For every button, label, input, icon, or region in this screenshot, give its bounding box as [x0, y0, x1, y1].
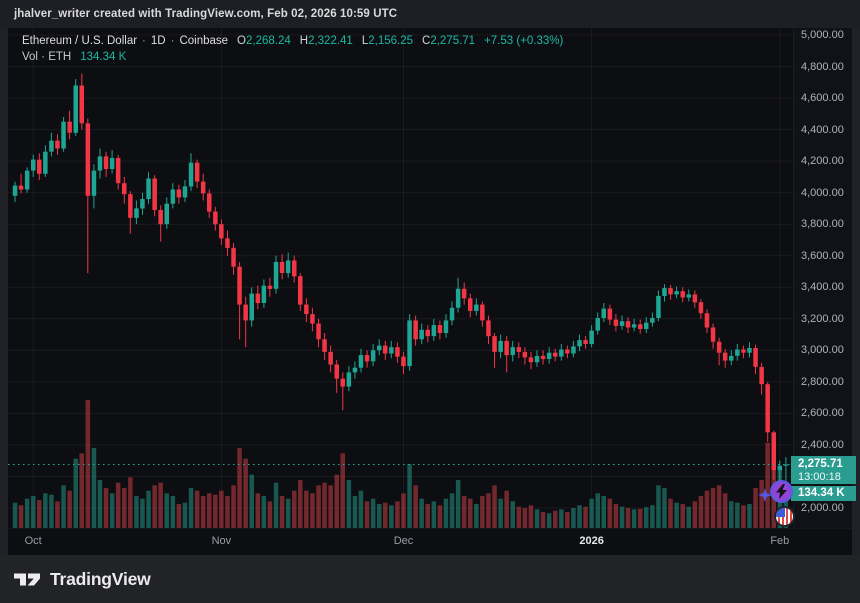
price-tick-label: 2,800.00 [801, 375, 844, 388]
price-tick-label: 2,000.00 [801, 502, 844, 514]
interval-label: 1D [150, 35, 166, 47]
price-tick-label: 5,000.00 [801, 29, 844, 41]
last-price-badge: 2,275.71 13:00:18 [791, 455, 856, 484]
symbol-title: Ethereum / U.S. Dollar [22, 35, 138, 47]
ohlc-low: L2,156.25 [361, 35, 413, 47]
time-tick-label: Dec [393, 535, 414, 547]
price-axis[interactable]: 2,275.71 13:00:18 134.34 K 5,000.00 4,800… [791, 28, 856, 528]
candlestick-chart[interactable] [8, 28, 793, 528]
chart-panel: Ethereum / U.S. Dollar · 1D · Coinbase O… [8, 28, 856, 555]
volume-study-label: Vol · ETH [22, 51, 72, 63]
bar-countdown: 13:00:18 [798, 470, 841, 483]
lightning-sticker-icon[interactable] [770, 480, 793, 503]
flag-blue-field [776, 508, 785, 517]
price-tick-label: 2,400.00 [801, 438, 844, 451]
time-tick-label: Feb [770, 535, 790, 547]
legend-symbol-row: Ethereum / U.S. Dollar · 1D · Coinbase O… [22, 33, 563, 49]
price-tick-label: 4,800.00 [801, 60, 844, 73]
tradingview-logo-icon [14, 573, 40, 585]
volume-study-value: 134.34 K [80, 51, 127, 63]
ohlc-open: O2,268.24 [237, 35, 291, 47]
attribution-bar: jhalver_writer created with TradingView.… [0, 0, 860, 28]
price-tick-label: 3,600.00 [801, 249, 844, 262]
tradingview-logo-link[interactable]: TradingView [13, 569, 151, 590]
candles-layer [12, 73, 789, 484]
legend-volume-row: Vol · ETH 134.34 K [22, 49, 563, 65]
price-tick-label: 2,600.00 [801, 407, 844, 420]
last-volume-badge: 134.34 K [791, 485, 856, 501]
chart-legend: Ethereum / U.S. Dollar · 1D · Coinbase O… [22, 33, 563, 65]
tradingview-wordmark: TradingView [50, 568, 151, 589]
legend-separator: · [170, 35, 175, 47]
price-tick-label: 4,200.00 [801, 155, 844, 168]
legend-separator: · [142, 35, 146, 47]
time-axis[interactable]: Oct Nov Dec 2026 Feb [8, 528, 852, 555]
price-tick-label: 3,400.00 [801, 281, 844, 294]
time-tick-label: Nov [211, 535, 232, 547]
price-tick-label: 4,400.00 [801, 123, 844, 136]
exchange-label: Coinbase [179, 35, 229, 47]
volume-bars [12, 400, 789, 528]
price-tick-label: 3,000.00 [801, 344, 844, 357]
price-tick-label: 4,600.00 [801, 92, 844, 105]
time-tick-label: Oct [24, 535, 42, 547]
flag-sticker-icon[interactable] [774, 506, 795, 527]
ohlc-high: H2,322.41 [299, 35, 353, 47]
price-tick-label: 3,800.00 [801, 218, 844, 231]
last-price-value: 2,275.71 [798, 457, 843, 470]
ohlc-close: C2,275.71 [422, 35, 476, 47]
price-tick-label: 3,200.00 [801, 312, 844, 325]
sparkle-icon[interactable] [758, 488, 772, 502]
attribution-text: jhalver_writer created with TradingView.… [14, 8, 398, 20]
change-value: +7.53 (+0.33%) [484, 35, 564, 47]
chart-pane[interactable] [8, 28, 793, 528]
time-tick-label: 2026 [579, 535, 604, 547]
grid-vertical [32, 28, 781, 528]
footer-bar: TradingView [0, 555, 860, 603]
price-tick-label: 4,000.00 [801, 186, 844, 199]
grid-horizontal [8, 34, 793, 509]
